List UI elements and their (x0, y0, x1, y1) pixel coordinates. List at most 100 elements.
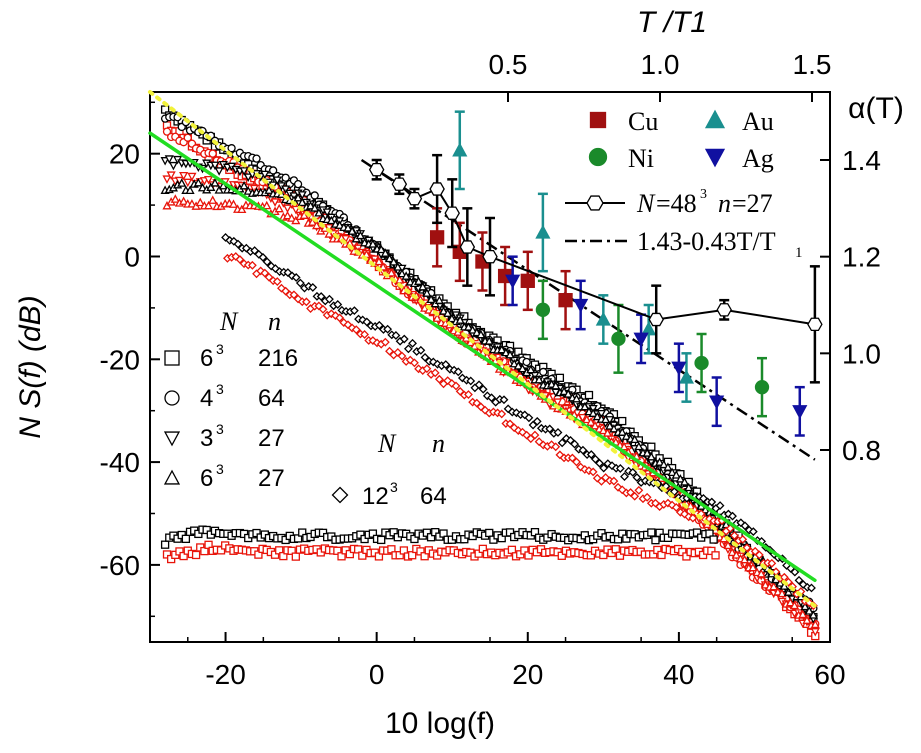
spectrum-point-red (360, 330, 369, 339)
bottom-axis-ticks: -20 0 20 40 60 (187, 632, 846, 690)
spectrum-point-red (275, 546, 284, 555)
legend-header-N: N (219, 307, 239, 336)
spectrum-point-black (679, 477, 690, 486)
legend-marker-square (164, 350, 180, 366)
spectrum-point-red (738, 534, 748, 544)
spectrum-point-black (293, 534, 303, 543)
spectrum-point-red (287, 213, 297, 222)
spectrum-point-red (767, 558, 777, 568)
spectrum-point-black (522, 357, 531, 367)
spectrum-point-red (619, 441, 629, 451)
spectrum-point-red (216, 546, 226, 555)
legend-cu-label: Cu (628, 107, 658, 136)
spectrum-point-red (609, 476, 619, 486)
spectrum-point-black (632, 473, 642, 482)
spectrum-point-red (698, 550, 708, 560)
spectrum-point-black (431, 528, 440, 537)
spectrum-point-black (414, 276, 424, 285)
spectrum-point-black (443, 308, 453, 317)
alpha-point (429, 182, 445, 196)
legend-au-marker (704, 109, 726, 129)
x-axis-title: 10 log(f) (385, 707, 495, 740)
spectrum-point-red (586, 417, 596, 426)
spectrum-point-black (355, 230, 366, 240)
legend-n: 64 (258, 385, 285, 412)
spectrum-point-black (308, 283, 318, 292)
legend-base: 3 (200, 425, 213, 452)
spectrum-point-black (160, 540, 170, 549)
green-fit-line (148, 131, 817, 583)
spectrum-point-red (345, 549, 354, 559)
spectrum-point-black (651, 536, 660, 545)
spectrum-point-red (432, 313, 442, 322)
spectrum-point-red (337, 552, 346, 561)
spectrum-point-red (175, 547, 184, 556)
spectrum-point-black (647, 442, 656, 451)
spectrum-point-black (418, 281, 428, 291)
spectrum-point-red (291, 215, 301, 225)
legend-exponent: 3 (216, 421, 224, 437)
spectrum-point-black (326, 215, 336, 225)
spectrum-point-red (235, 255, 245, 264)
spectrum-point-black (374, 320, 384, 330)
spectrum-point-red (387, 545, 396, 554)
spectrum-point-black (630, 434, 640, 444)
top-axis-ticks: 0.5 1.0 1.5 (489, 49, 831, 102)
alpha-point (709, 395, 725, 410)
spectrum-point-black (545, 424, 555, 434)
spectrum-point-red (324, 229, 334, 238)
spectrum-point-red (410, 358, 419, 368)
spectrum-point-black (463, 322, 474, 331)
spectrum-point-red (203, 200, 214, 210)
spectrum-point-black (692, 528, 702, 537)
y-tick-label: -20 (100, 344, 140, 375)
legend-sim-n: n (718, 189, 731, 218)
spectrum-point-red (208, 149, 217, 158)
spectrum-point-black (243, 173, 253, 182)
legend-n: 216 (258, 345, 298, 372)
alpha-point (368, 162, 385, 177)
legend-au-label: Au (742, 107, 774, 136)
spectrum-point-black (314, 208, 324, 217)
spectrum-point-red (464, 390, 473, 399)
right-axis-ticks: 1.4 1.2 1.0 0.8 (820, 145, 881, 466)
right-axis-title: α(T) (848, 92, 904, 125)
spectrum-point-black (297, 191, 307, 200)
y-tick-label: 20 (109, 139, 140, 170)
spectrum-point-red (228, 199, 239, 208)
spectrum-point-black (233, 239, 243, 249)
spectrum-point-red (416, 547, 425, 556)
spectrum-point-red (374, 256, 384, 266)
spectrum-point-black (422, 288, 432, 297)
spectrum-point-red (312, 220, 322, 230)
spectrum-point-red (530, 430, 540, 440)
spectrum-point-red (777, 588, 787, 598)
spectrum-point-black (293, 192, 303, 202)
spectrum-point-black (468, 325, 478, 334)
alpha-point (694, 355, 709, 371)
spectrum-point-red (291, 205, 301, 215)
spectrum-point-black (310, 191, 319, 200)
spectrum-point-black (634, 441, 644, 451)
spectrum-point-red (354, 545, 363, 554)
legend-fit-label: 1.43-0.43T/T (637, 227, 776, 256)
right-tick-label: 1.2 (842, 242, 881, 273)
spectrum-point-black (472, 327, 482, 337)
spectrum-point-red (408, 551, 417, 560)
spectrum-point-black (262, 257, 272, 267)
spectrum-point-black (709, 535, 718, 544)
spectrum-point-red (397, 351, 407, 361)
spectrum-point-black (368, 239, 378, 248)
alpha-point (429, 230, 445, 245)
alpha-series-n-48-3-n-27 (368, 153, 823, 384)
spectrum-point-red (707, 546, 716, 556)
spectrum-point-black (663, 533, 673, 542)
legend-ni-marker (588, 147, 608, 167)
spectrum-point-red (203, 175, 214, 185)
alpha-point (535, 224, 551, 239)
legend-cu-marker (589, 111, 607, 129)
spectrum-point-red (385, 346, 394, 356)
spectrum-point-black (335, 220, 345, 229)
spectrum-point-black (466, 376, 476, 386)
spectrum-point-red (272, 277, 282, 286)
